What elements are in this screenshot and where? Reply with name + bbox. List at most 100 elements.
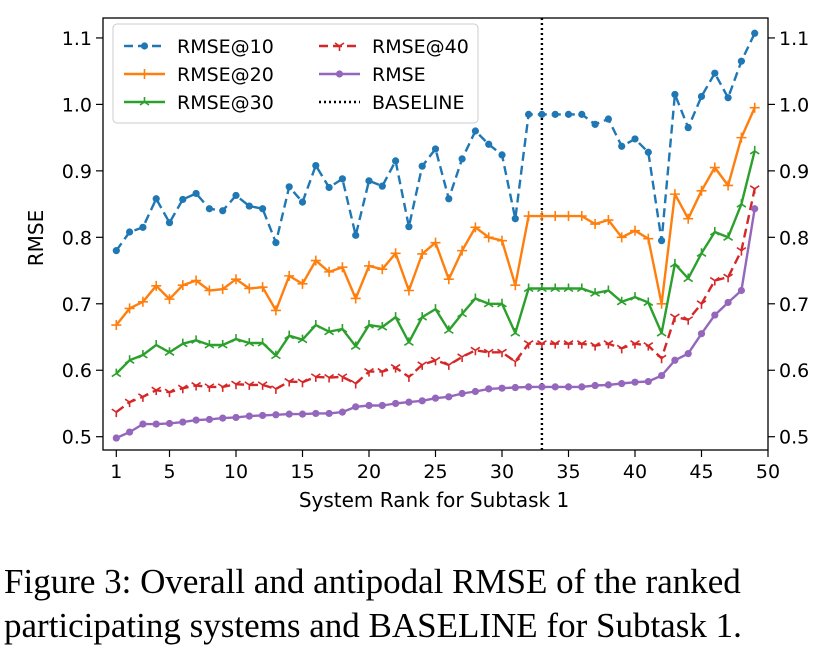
data-point-rmse [485,385,493,393]
data-point-rmse-30 [337,324,348,333]
data-point-rmse-10 [179,195,187,204]
data-point-rmse [471,387,479,396]
data-point-rmse-20 [191,275,202,286]
data-point-rmse-30 [257,337,268,347]
data-point-rmse-20 [536,211,547,222]
data-point-rmse-30 [656,328,667,337]
data-point-rmse-10 [458,155,466,163]
data-point-rmse-30 [603,285,614,295]
data-point-rmse-40 [390,363,401,373]
data-point-rmse-10 [591,120,599,128]
data-point-rmse-10 [298,198,307,206]
data-point-rmse-40 [350,379,361,389]
y-tick-label-left: 1.1 [62,28,92,50]
data-point-rmse-30 [576,283,587,293]
y-tick-label-right: 0.8 [779,227,809,249]
data-point-rmse-30 [324,326,335,336]
data-point-rmse-30 [151,339,162,349]
data-point-rmse-40 [550,339,561,349]
data-point-rmse-20 [430,237,441,248]
x-tick-label: 45 [689,461,713,483]
data-point-rmse-40 [497,348,507,358]
data-point-rmse [232,413,240,422]
data-point-rmse-40 [616,344,627,354]
data-point-rmse-40 [177,384,188,394]
data-point-rmse-30 [630,292,640,301]
data-point-rmse-30 [536,283,547,293]
data-point-rmse [365,401,373,410]
data-point-rmse-40 [231,380,241,390]
data-point-rmse-10 [112,247,120,255]
data-point-rmse-10 [511,215,519,223]
chart: RMSE System Rank for Subtask 1 1 5 10 15 20 2… [24,17,809,512]
data-point-rmse-30 [284,330,295,340]
y-tick-label-right: 0.5 [779,427,809,449]
data-point-rmse [671,356,679,364]
data-point-rmse-20 [443,274,454,285]
data-point-rmse-30 [683,273,694,283]
data-point-rmse-20 [510,280,521,291]
data-point-rmse-30 [111,368,122,378]
data-point-rmse [644,377,652,386]
data-point-rmse-20 [643,233,654,244]
data-point-rmse-20 [656,298,667,309]
data-point-rmse-20 [563,211,574,222]
data-point-rmse-30 [244,337,255,347]
x-tick-label: 10 [224,461,248,483]
data-point-rmse [604,381,613,389]
data-point-rmse-30 [497,298,507,308]
data-point-rmse [697,330,706,338]
data-point-rmse-20 [231,274,241,285]
data-point-rmse-40 [443,361,454,370]
data-point-rmse-10 [378,182,386,190]
data-point-rmse [392,399,400,408]
data-point-rmse-10 [245,202,253,210]
data-point-rmse-10 [578,110,586,118]
legend-label-rmse: RMSE [372,64,426,86]
x-tick-label: 1 [110,461,122,483]
data-point-rmse-40 [749,185,760,194]
data-point-rmse-30 [736,199,747,208]
data-point-rmse-10 [538,110,546,118]
data-point-rmse-40 [297,378,308,388]
data-point-rmse-20 [497,235,507,246]
data-point-rmse-10 [312,161,320,170]
y-tick-label-right: 1.1 [779,28,809,50]
data-point-rmse-30 [696,248,707,257]
data-point-rmse-10 [471,127,479,135]
data-point-rmse-10 [219,207,227,215]
data-point-rmse-20 [124,303,135,314]
data-point-rmse-20 [137,296,148,307]
legend-label-rmse-20: RMSE@20 [177,64,274,86]
data-point-rmse-10 [365,177,373,185]
data-point-rmse-20 [350,293,361,304]
data-point-rmse-40 [324,373,335,383]
y-tick-label-left: 0.6 [62,360,92,382]
y-tick-label-left: 0.8 [62,227,92,249]
data-point-rmse-40 [483,348,494,358]
data-point-rmse [431,394,440,402]
data-point-rmse-10 [232,191,240,200]
data-point-rmse-30 [364,320,374,329]
data-point-rmse-40 [204,383,215,392]
data-point-rmse-30 [231,334,241,343]
data-point-rmse-10 [139,223,147,231]
data-point-rmse-40 [630,339,640,349]
data-point-rmse-20 [377,264,388,275]
data-point-rmse-10 [631,135,639,143]
x-tick-label: 5 [163,461,175,483]
data-point-rmse-10 [205,205,213,213]
data-point-rmse [445,393,453,401]
data-point-rmse-20 [337,262,348,273]
data-point-rmse-20 [297,278,308,289]
data-point-rmse-40 [364,367,374,377]
data-point-rmse [205,415,213,424]
legend-marker-rmse-20 [139,69,150,79]
legend-label-baseline: BASELINE [372,92,465,114]
data-point-rmse-10 [751,29,759,37]
data-point-rmse-10 [644,148,652,156]
data-point-rmse-20 [736,132,747,143]
data-point-rmse-40 [563,339,574,349]
data-point-rmse-30 [417,312,428,321]
data-point-rmse-10 [445,195,453,203]
